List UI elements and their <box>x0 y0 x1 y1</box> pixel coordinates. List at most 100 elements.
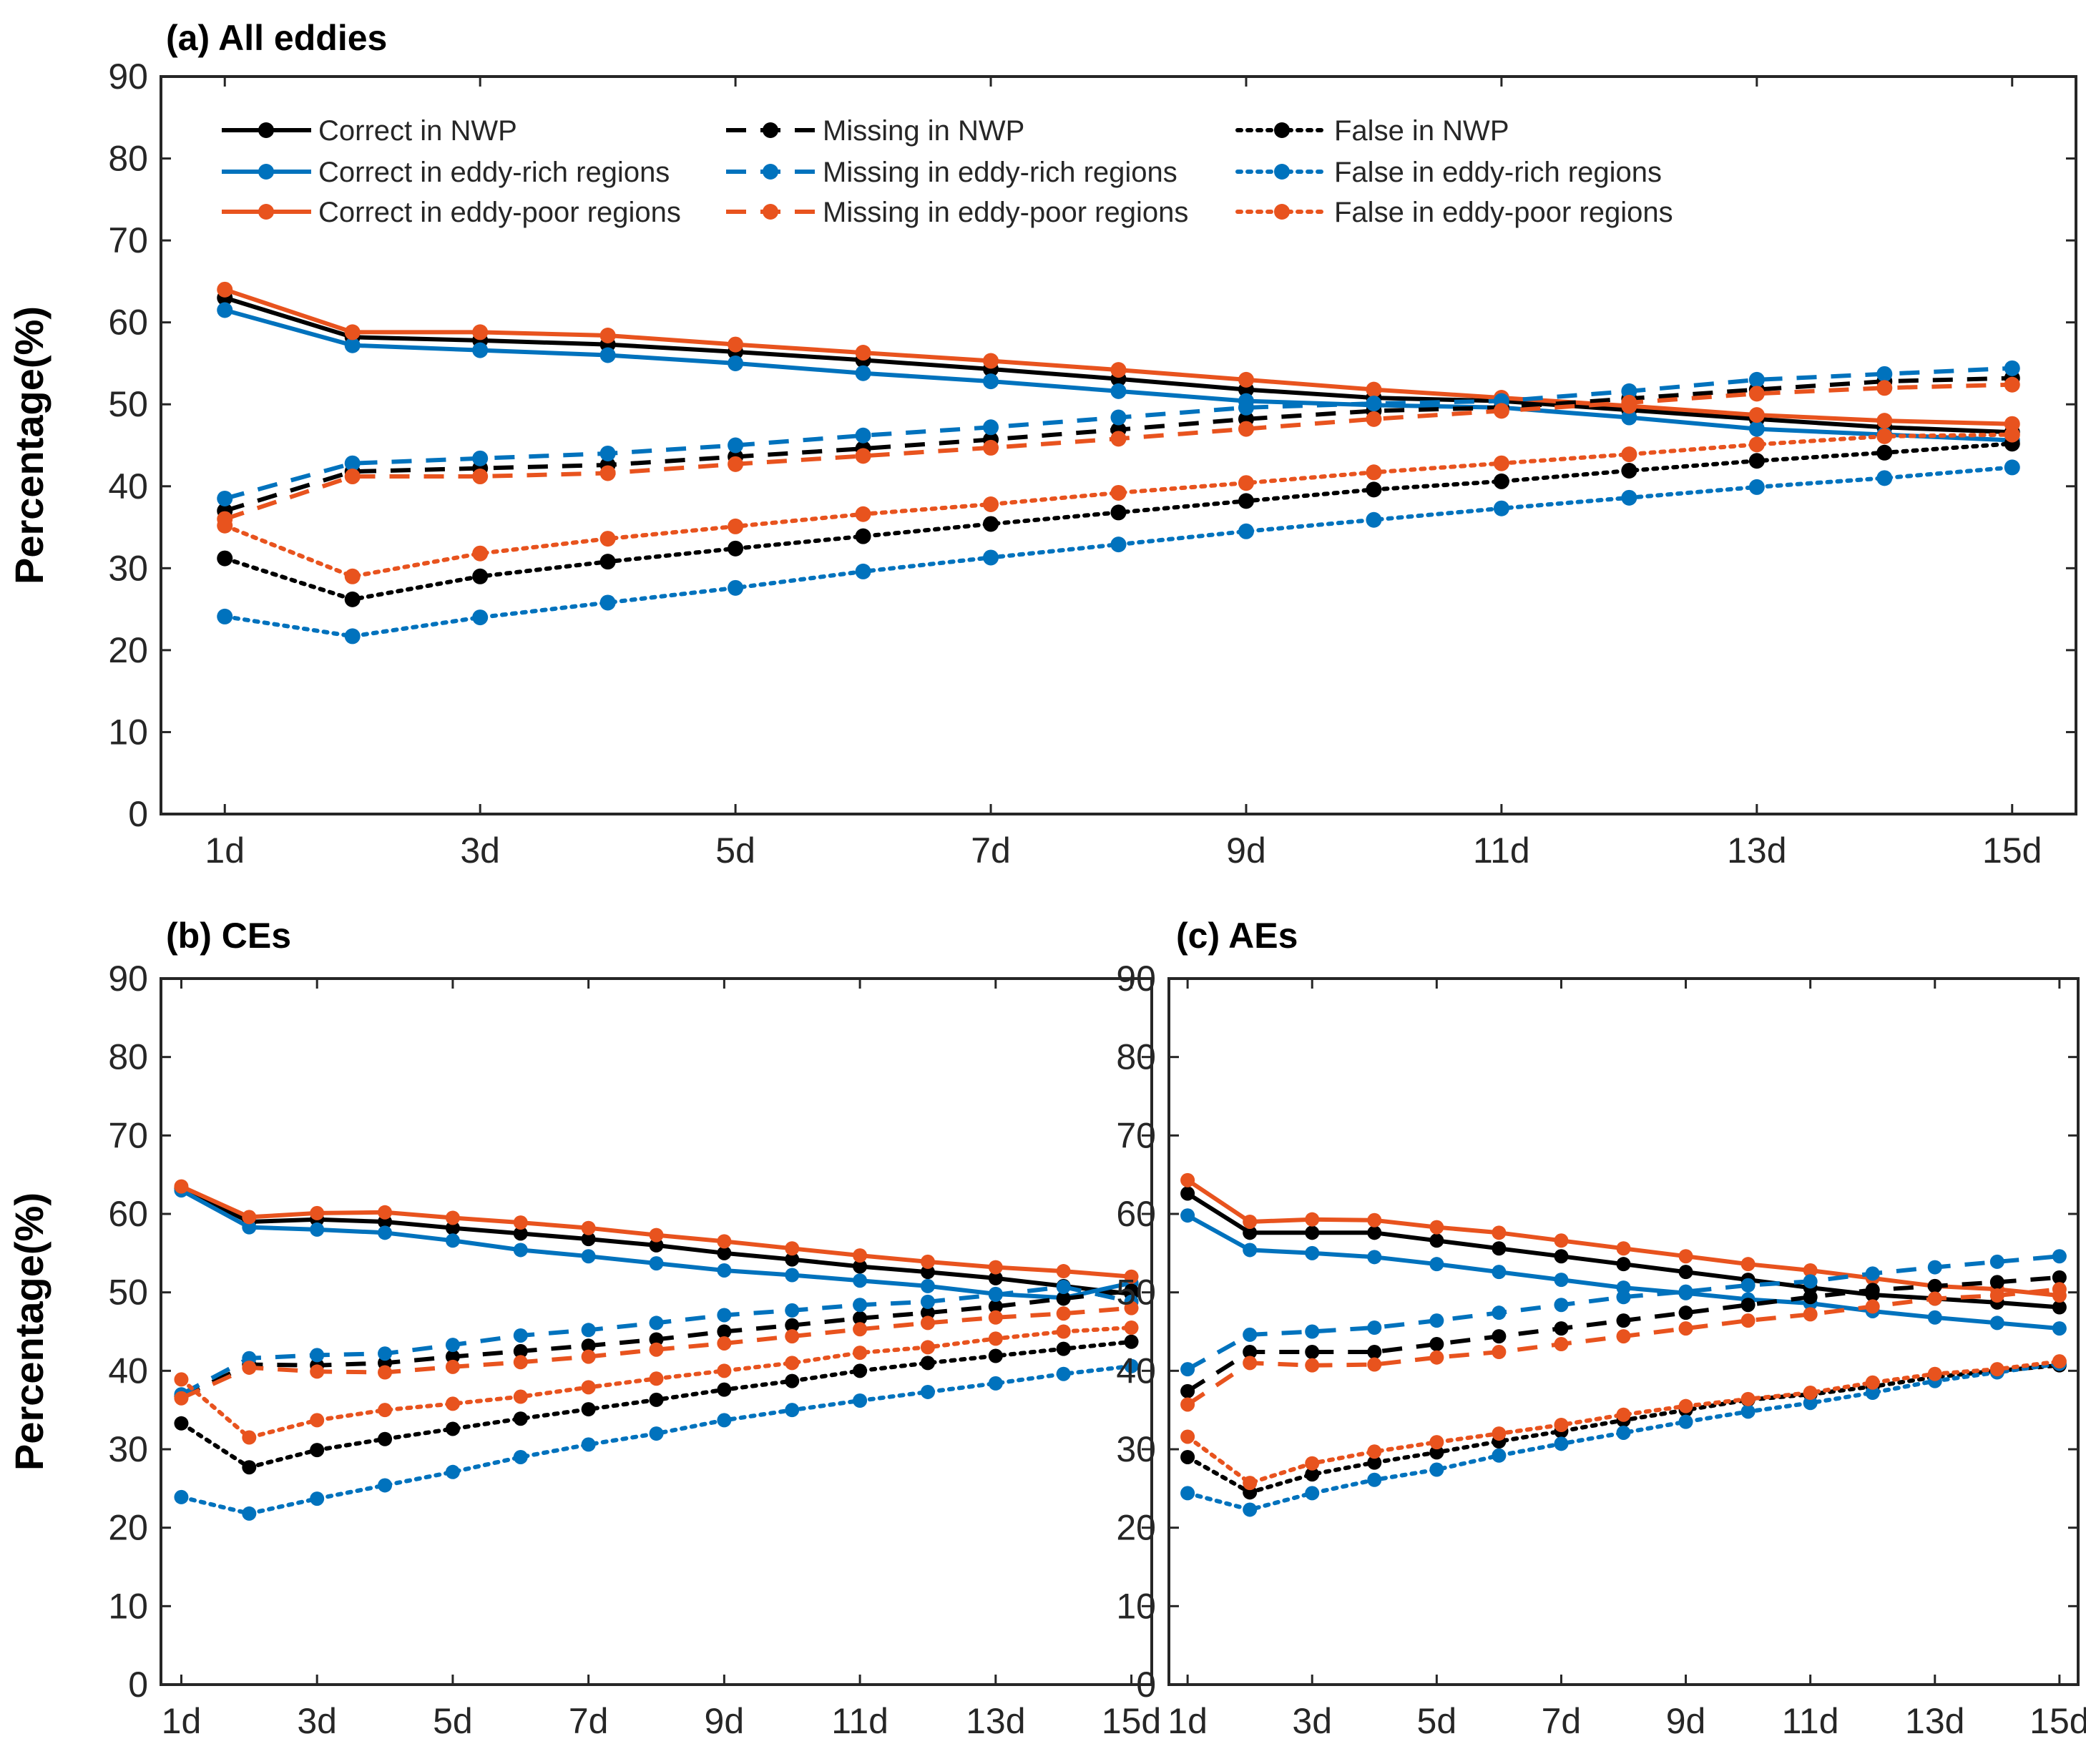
data-point <box>1110 383 1127 399</box>
data-point <box>472 469 489 485</box>
data-point <box>1876 444 1893 461</box>
legend-label: Missing in eddy-poor regions <box>823 197 1188 228</box>
data-point <box>1927 1291 1942 1306</box>
data-point <box>920 1315 935 1331</box>
data-point <box>855 563 871 579</box>
data-point <box>649 1238 664 1253</box>
series-line <box>1185 1359 2062 1486</box>
data-point <box>1493 473 1509 489</box>
data-point <box>1243 1356 1258 1371</box>
data-point <box>1110 409 1127 426</box>
data-point <box>1740 1257 1756 1272</box>
data-point <box>1927 1310 1942 1325</box>
data-point <box>1367 1212 1382 1228</box>
data-point <box>217 302 233 318</box>
legend-label: Missing in eddy-rich regions <box>823 157 1177 188</box>
x-tick-label: 5d <box>715 830 755 871</box>
data-point <box>1748 407 1765 423</box>
data-point <box>310 1413 325 1428</box>
x-tick-label: 13d <box>966 1701 1025 1741</box>
data-point <box>2052 1270 2067 1285</box>
data-point <box>1238 371 1254 388</box>
legend-item-false-in-nwp: False in NWP <box>1235 115 1509 147</box>
y-tick-label: 70 <box>108 220 148 260</box>
data-point <box>1180 1486 1195 1501</box>
x-tick-label: 11d <box>831 1701 888 1741</box>
data-point <box>1429 1257 1444 1272</box>
data-point <box>728 518 744 534</box>
legend-item-missing-in-eddy-rich-regions: Missing in eddy-rich regions <box>726 157 1177 188</box>
data-point <box>1429 1350 1444 1365</box>
data-point <box>217 550 233 567</box>
data-point <box>1678 1265 1693 1280</box>
data-point <box>983 419 999 436</box>
data-point <box>1180 1383 1195 1398</box>
data-point <box>599 594 616 611</box>
legend-label: Missing in NWP <box>823 115 1024 147</box>
series-false-in-nwp <box>217 436 2020 607</box>
y-tick-label: 60 <box>108 303 148 343</box>
series-line <box>222 441 2014 602</box>
data-point <box>1927 1260 1942 1275</box>
data-point <box>1865 1266 1880 1281</box>
data-point <box>344 469 361 485</box>
data-point <box>1124 1300 1139 1315</box>
x-tick-label: 11d <box>1782 1701 1839 1741</box>
data-point <box>1740 1278 1756 1293</box>
data-point <box>513 1328 528 1343</box>
chart-panel-b: (b) CEs Percentage(%) 0 10 20 30 40 50 60 70 80 90 1… <box>6 916 1161 1741</box>
data-point <box>920 1340 935 1355</box>
y-tick-label: 60 <box>1116 1194 1156 1234</box>
series-false-in-nwp <box>174 1334 1139 1475</box>
data-point <box>1429 1313 1444 1328</box>
data-point <box>1492 1225 1507 1240</box>
data-point <box>1180 1172 1195 1187</box>
data-point <box>785 1318 800 1333</box>
data-point <box>2052 1249 2067 1264</box>
data-point <box>1367 1320 1382 1336</box>
data-point <box>785 1373 800 1388</box>
data-point <box>217 517 233 534</box>
data-point <box>1429 1337 1444 1352</box>
data-point <box>717 1382 732 1397</box>
data-point <box>1367 1225 1382 1240</box>
data-point <box>1989 1275 2004 1290</box>
data-point <box>1876 428 1893 444</box>
data-point <box>1305 1456 1320 1471</box>
data-point <box>2004 360 2020 376</box>
data-point <box>310 1491 325 1506</box>
data-point <box>728 540 744 557</box>
series-missing-in-eddy-poor-regions <box>217 376 2020 527</box>
data-point <box>1305 1345 1320 1360</box>
data-point <box>920 1305 935 1320</box>
legend-item-correct-in-nwp: Correct in NWP <box>222 115 517 147</box>
data-point <box>1366 381 1382 398</box>
data-point <box>988 1331 1003 1346</box>
data-point <box>1554 1298 1569 1313</box>
data-point <box>717 1263 732 1278</box>
data-point <box>1243 1345 1258 1360</box>
y-tick-label: 90 <box>108 57 148 97</box>
data-point <box>2004 376 2020 393</box>
data-point <box>1367 1455 1382 1470</box>
data-point <box>344 324 361 340</box>
data-point <box>1180 1208 1195 1223</box>
chart-title: (c) AEs <box>1176 916 1298 956</box>
data-point <box>920 1265 935 1280</box>
x-tick-label: 15d <box>1982 830 2042 871</box>
data-point <box>1621 489 1637 506</box>
chart-title: (b) CEs <box>166 916 291 956</box>
data-point <box>1616 1290 1631 1305</box>
y-tick-label: 30 <box>1116 1429 1156 1469</box>
data-point <box>1748 371 1765 388</box>
data-point <box>983 496 999 512</box>
x-tick-label: 3d <box>460 830 500 871</box>
legend-label: False in eddy-rich regions <box>1334 157 1662 188</box>
data-point <box>1927 1278 1942 1293</box>
data-point <box>785 1356 800 1371</box>
series-line <box>224 287 2012 426</box>
series-missing-in-eddy-poor-regions <box>1180 1282 2067 1412</box>
data-point <box>1238 399 1254 416</box>
legend-marker <box>258 204 274 220</box>
data-point <box>1740 1391 1756 1406</box>
